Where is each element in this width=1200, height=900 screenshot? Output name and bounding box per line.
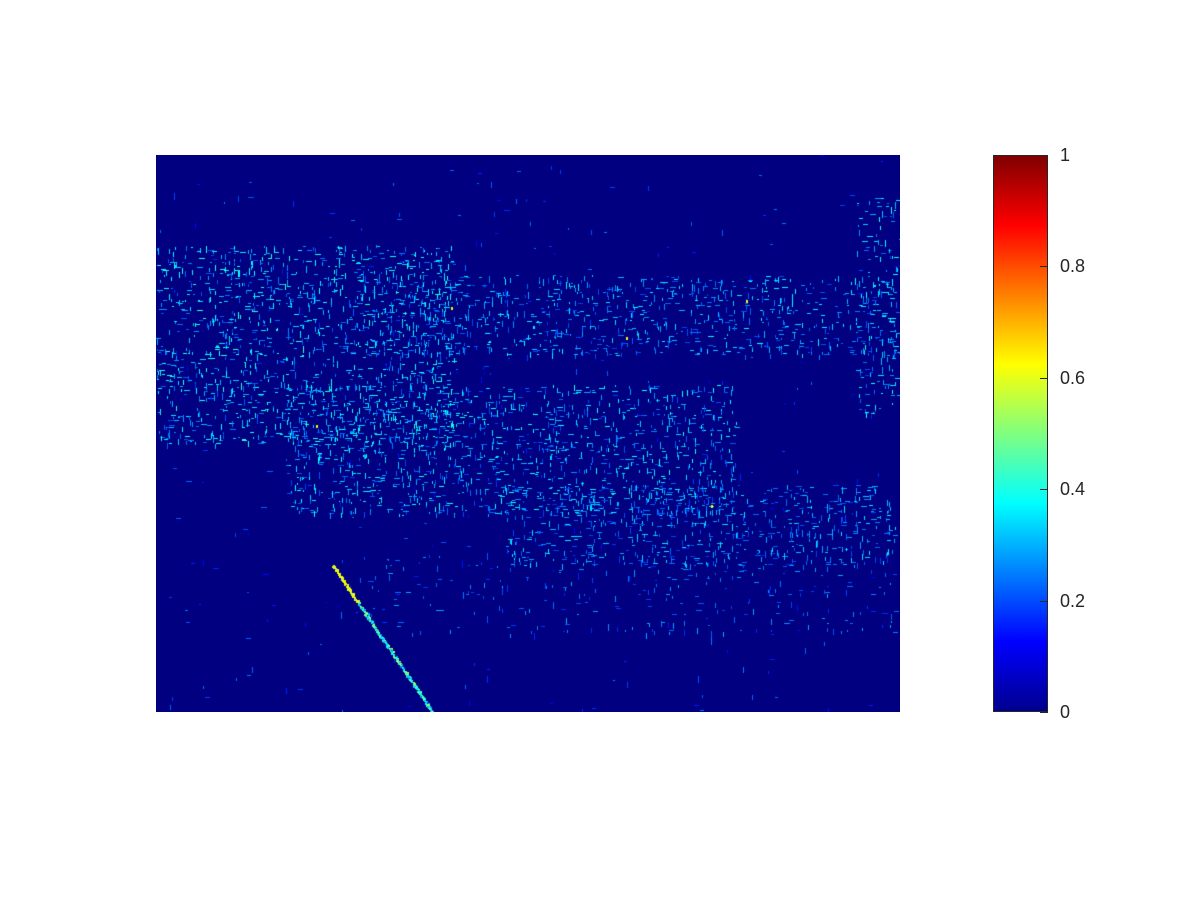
colorbar-tick-mark — [1040, 712, 1048, 713]
colorbar-tick-label: 0.2 — [1060, 591, 1086, 611]
heatmap-plot — [156, 155, 900, 712]
colorbar-tick-mark — [1040, 378, 1048, 379]
colorbar-gradient — [994, 156, 1047, 711]
colorbar-tick-mark — [1040, 601, 1048, 602]
colorbar-tick-mark — [1040, 155, 1048, 156]
colorbar-tick-label: 0.6 — [1060, 368, 1086, 388]
heatmap-image — [156, 155, 900, 712]
colorbar-tick-label: 0.4 — [1060, 479, 1086, 499]
colorbar-tick-label: 0 — [1060, 702, 1071, 722]
colorbar-tick-mark — [1040, 489, 1048, 490]
colorbar-tick-label: 1 — [1060, 145, 1071, 165]
colorbar-tick-mark — [1040, 266, 1048, 267]
colorbar-tick-label: 0.8 — [1060, 256, 1086, 276]
colorbar — [993, 155, 1048, 712]
